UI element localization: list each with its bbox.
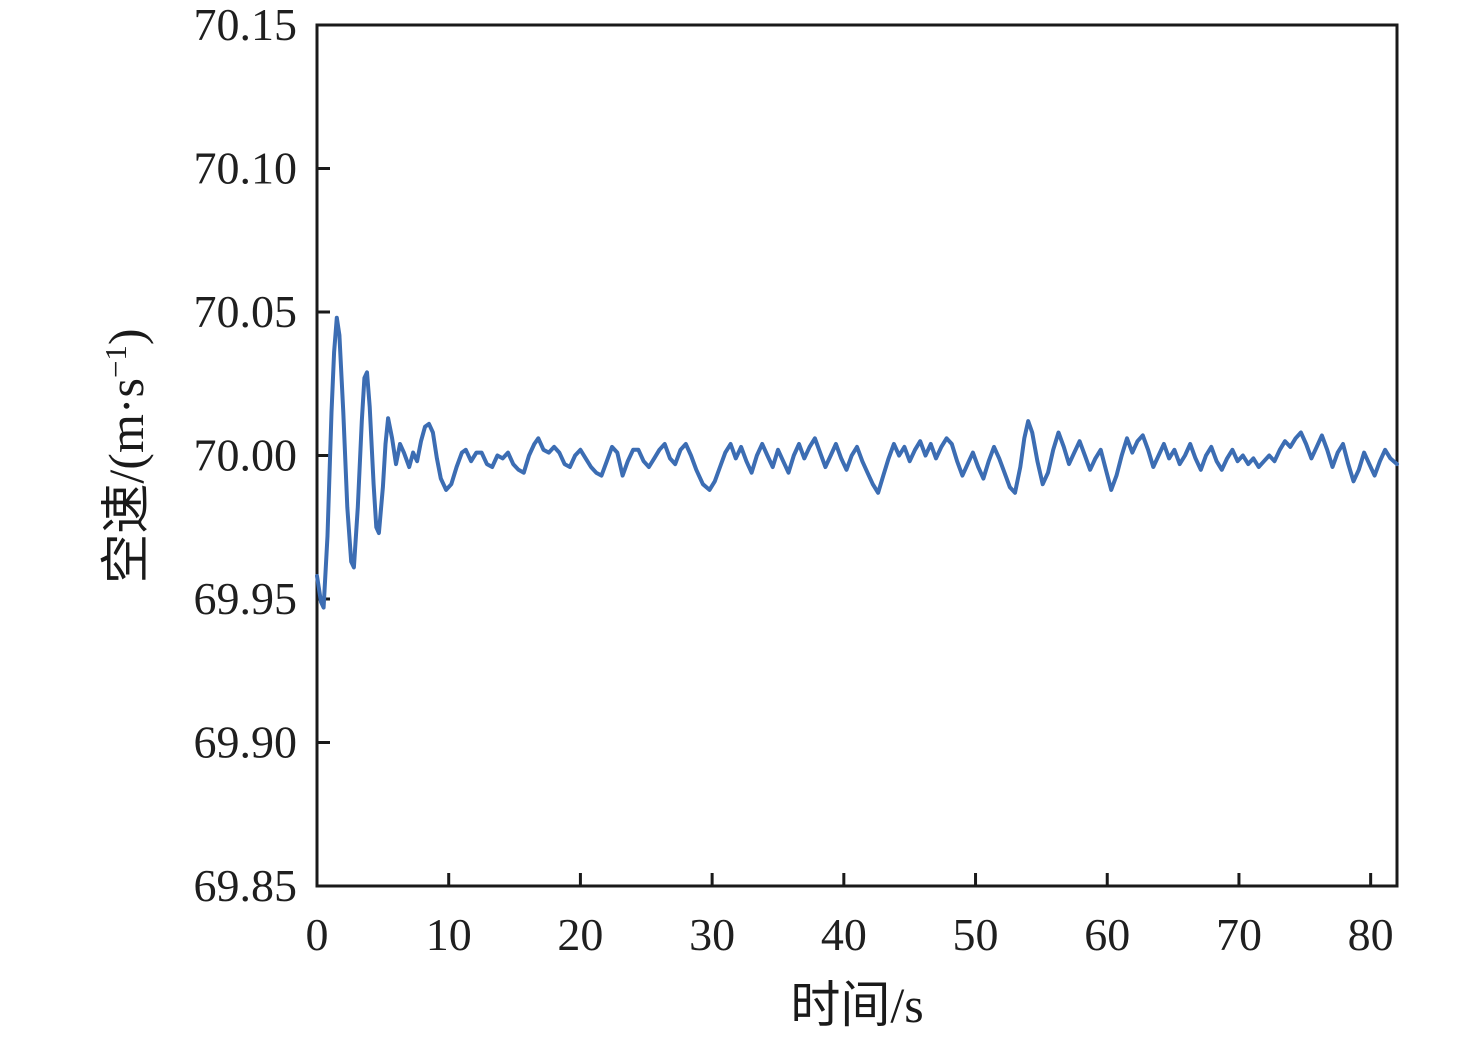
airspeed-series-line: [315, 315, 1399, 610]
x-tick-label: 80: [1348, 909, 1394, 960]
x-tick-label: 70: [1216, 909, 1262, 960]
y-tick-label: 69.95: [194, 573, 298, 624]
y-axis-title-superscript: −1: [97, 345, 133, 379]
y-tick-label: 69.85: [194, 860, 298, 911]
y-tick-label: 70.00: [194, 430, 298, 481]
y-tick-label: 70.15: [194, 0, 298, 50]
x-tick-label: 50: [953, 909, 999, 960]
y-axis-title: 空速/(m·s−1): [86, 328, 158, 583]
x-tick-label: 40: [821, 909, 867, 960]
x-tick-label: 30: [689, 909, 735, 960]
y-tick-label: 70.05: [194, 286, 298, 337]
y-axis-title-text: 空速/(m·s: [98, 378, 154, 584]
x-tick-label: 20: [557, 909, 603, 960]
x-tick-label: 0: [306, 909, 329, 960]
x-axis-title: 时间/s: [790, 977, 924, 1033]
y-tick-label: 70.10: [194, 143, 298, 194]
y-tick-label: 69.90: [194, 717, 298, 768]
x-tick-label: 10: [426, 909, 472, 960]
y-axis-title-close: ): [98, 328, 154, 346]
x-tick-label: 60: [1084, 909, 1130, 960]
